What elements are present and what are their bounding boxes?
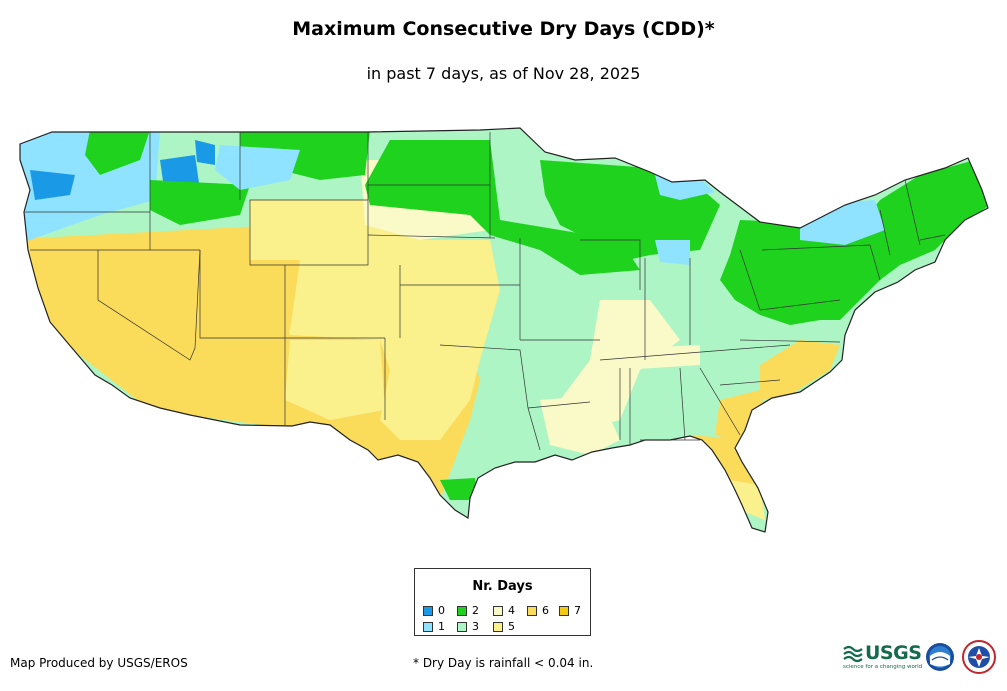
legend-swatch-6: [527, 605, 537, 616]
usgs-wave-icon: [843, 645, 863, 663]
legend-item-2: 2: [457, 604, 479, 617]
usgs-logo-text: USGS: [865, 642, 922, 664]
legend-label-7: 7: [574, 604, 581, 617]
legend-item-6: 6: [527, 604, 549, 617]
legend-swatch-0: [423, 605, 433, 616]
legend-swatch-3: [457, 621, 467, 632]
legend-swatch-2: [457, 605, 467, 616]
legend-item-7: 7: [559, 604, 581, 617]
legend-label-1: 1: [438, 620, 445, 633]
noaa-logo-icon: [926, 643, 954, 671]
legend: Nr. Days 0 1 2 3 4 5 6 7: [414, 568, 591, 636]
legend-label-6: 6: [542, 604, 549, 617]
map-subtitle: in past 7 days, as of Nov 28, 2025: [366, 64, 641, 83]
legend-swatch-7: [559, 605, 569, 616]
legend-title: Nr. Days: [472, 579, 533, 594]
credit-text: Map Produced by USGS/EROS: [10, 656, 188, 670]
legend-label-3: 3: [472, 620, 479, 633]
legend-item-3: 3: [457, 620, 479, 633]
usgs-logo: USGS science for a changing world: [843, 642, 923, 672]
legend-item-0: 0: [423, 604, 445, 617]
legend-item-1: 1: [423, 620, 445, 633]
usgs-logo-tagline: science for a changing world: [843, 664, 923, 670]
nws-logo-icon: [962, 640, 996, 674]
legend-label-2: 2: [472, 604, 479, 617]
footnote-text: * Dry Day is rainfall < 0.04 in.: [413, 656, 594, 670]
map-title: Maximum Consecutive Dry Days (CDD)*: [292, 18, 715, 40]
legend-item-4: 4: [493, 604, 515, 617]
legend-label-0: 0: [438, 604, 445, 617]
legend-swatch-1: [423, 621, 433, 632]
state-borders: [25, 132, 946, 451]
legend-swatch-5: [493, 621, 503, 632]
legend-item-5: 5: [493, 620, 515, 633]
legend-label-4: 4: [508, 604, 515, 617]
cdd-fill-layer: [20, 128, 988, 532]
legend-swatch-4: [493, 605, 503, 616]
legend-label-5: 5: [508, 620, 515, 633]
